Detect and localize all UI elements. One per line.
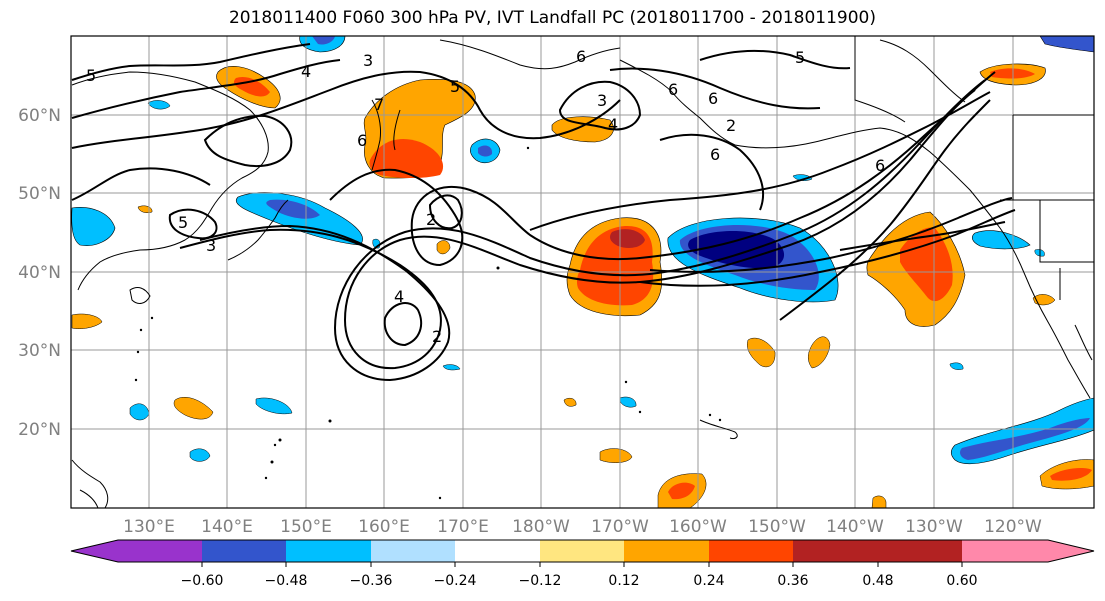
contour-label: 2 [426, 210, 436, 229]
negative-anomaly-west [71, 207, 116, 246]
colorbar-ticks [201, 562, 963, 567]
colorbar-tick-label: −0.36 [350, 573, 393, 589]
contour-label: 6 [708, 89, 718, 108]
lat-label-20n: 20°N [18, 420, 61, 440]
colorbar-tick-label: −0.24 [434, 573, 477, 589]
map-frame [70, 35, 1095, 509]
colorbar-cells [71, 540, 1094, 562]
lon-label-150w: 150°W [748, 517, 806, 537]
contour-label: 7 [374, 95, 384, 114]
colorbar-cell [202, 540, 286, 562]
colorbar-cell [118, 540, 202, 562]
negative-anomaly-central-core [688, 231, 785, 269]
contour-label: 2 [726, 116, 736, 135]
lon-label-120w: 120°W [984, 517, 1042, 537]
negative-anomaly-coast-west [971, 230, 1031, 250]
lon-label-180w: 180°W [512, 517, 570, 537]
colorbar-cell [624, 540, 709, 562]
lat-label-30n: 30°N [18, 341, 61, 361]
colorbar-cell [878, 540, 962, 562]
colorbar-tick-label: −0.48 [265, 573, 308, 589]
contour-label: 5 [178, 213, 188, 232]
colorbar-extend-high [1048, 540, 1094, 562]
colorbar: −0.60 −0.48 −0.36 −0.24 −0.12 0.12 0.24 … [70, 539, 1095, 589]
contour-label: 6 [875, 156, 885, 175]
colorbar-outline [70, 539, 1095, 563]
contour-label: 4 [394, 287, 404, 306]
colorbar-tick-labels: −0.60 −0.48 −0.36 −0.24 −0.12 0.12 0.24 … [181, 573, 978, 589]
figure-title: 2018011400 F060 300 hPa PV, IVT Landfall… [228, 8, 876, 28]
colorbar-tick-label: 0.60 [946, 573, 977, 589]
longitude-labels: 130°E 140°E 150°E 160°E 170°E 180°W 170°… [123, 517, 1042, 537]
lon-label-130e: 130°E [123, 517, 175, 537]
colorbar-cell [709, 540, 793, 562]
latitude-labels: 60°N 50°N 40°N 30°N 20°N [18, 106, 61, 440]
coastlines [71, 36, 1094, 508]
colorbar-cell [540, 540, 624, 562]
colorbar-tick-label: 0.12 [608, 573, 639, 589]
contour-label: 2 [432, 327, 442, 346]
lon-label-160w: 160°W [669, 517, 727, 537]
gridlines [71, 36, 1094, 508]
colorbar-cell [286, 540, 371, 562]
contour-label: 6 [710, 145, 720, 164]
contour-label: 5 [450, 77, 460, 96]
islands [134, 146, 722, 500]
contour-label: 3 [206, 236, 216, 255]
colorbar-tick-label: 0.48 [862, 573, 893, 589]
colorbar-cell [962, 540, 1048, 562]
contour-label: 5 [795, 48, 805, 67]
lon-label-160e: 160°E [358, 517, 410, 537]
map-panel: 5 4 3 6 5 3 4 6 5 7 6 6 6 2 5 3 2 4 2 6 [70, 35, 1095, 509]
pv-contours [71, 43, 1016, 382]
colorbar-tick-label: −0.60 [181, 573, 224, 589]
contour-label: 4 [608, 115, 618, 134]
colorbar-tick-label: 0.24 [693, 573, 724, 589]
shaded-field [71, 36, 1094, 508]
contour-label: 6 [668, 80, 678, 99]
contour-label: 6 [576, 47, 586, 66]
lat-label-50n: 50°N [18, 184, 61, 204]
lon-label-170w: 170°W [591, 517, 649, 537]
contour-label: 4 [301, 62, 311, 81]
contour-label: 3 [363, 51, 373, 70]
contour-label: 3 [597, 91, 607, 110]
colorbar-cell [793, 540, 878, 562]
lat-label-40n: 40°N [18, 263, 61, 283]
contour-labels: 5 4 3 6 5 3 4 6 5 7 6 6 6 2 5 3 2 4 2 6 [86, 47, 885, 346]
lat-label-60n: 60°N [18, 106, 61, 126]
contour-label: 5 [86, 66, 96, 85]
contour-label: 6 [357, 131, 367, 150]
lon-label-140w: 140°W [826, 517, 884, 537]
colorbar-tick-label: 0.36 [777, 573, 808, 589]
lon-label-150e: 150°E [280, 517, 332, 537]
colorbar-tick-label: −0.12 [519, 573, 562, 589]
lon-label-170e: 170°E [437, 517, 489, 537]
colorbar-cell [455, 540, 540, 562]
positive-anomaly-bering [551, 116, 614, 143]
lon-label-140e: 140°E [201, 517, 253, 537]
colorbar-extend-low [71, 540, 118, 562]
lon-label-130w: 130°W [905, 517, 963, 537]
colorbar-cell [371, 540, 455, 562]
